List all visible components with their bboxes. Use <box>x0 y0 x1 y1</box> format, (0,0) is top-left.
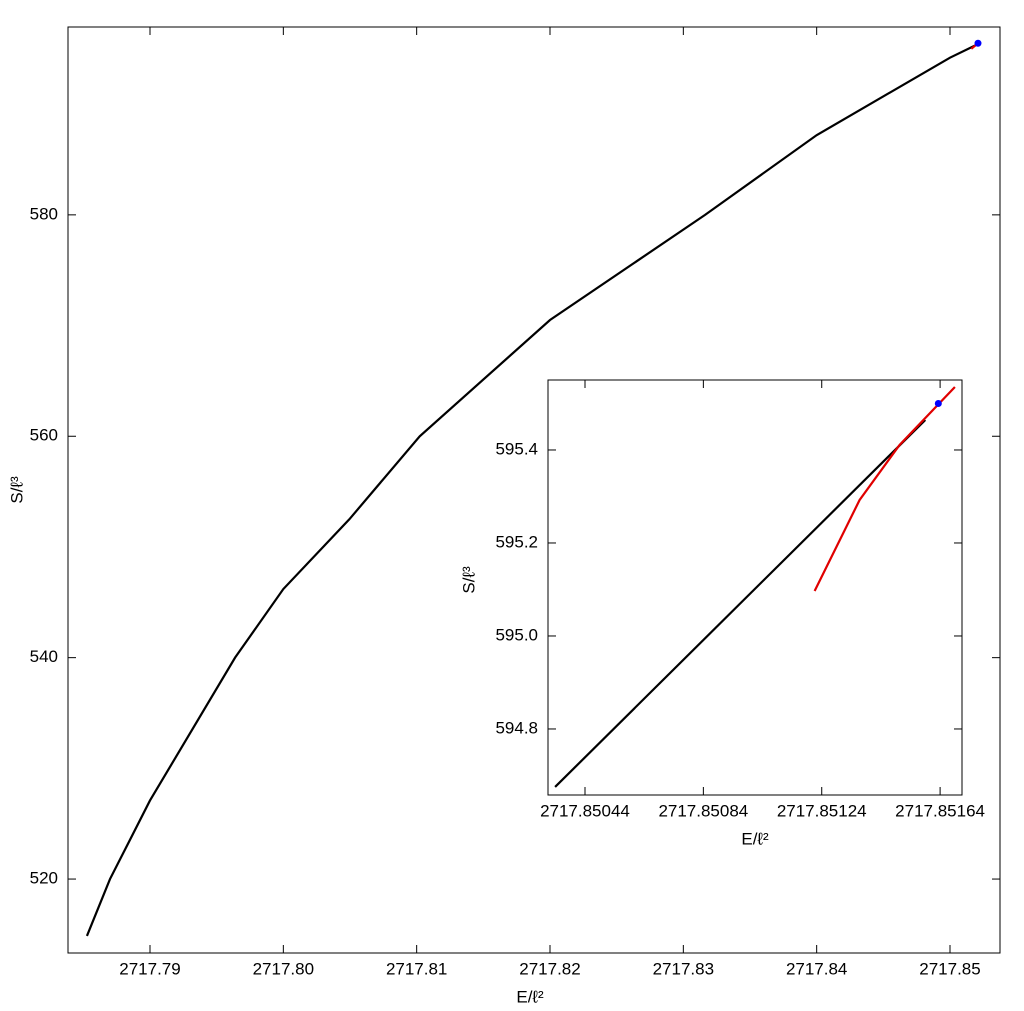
data-point <box>974 39 982 47</box>
data-point <box>934 399 942 407</box>
x-tick-label: 2717.85124 <box>777 801 867 820</box>
x-tick-label: 2717.84 <box>786 959 847 978</box>
y-tick-label: 560 <box>30 426 58 445</box>
x-tick-label: 2717.85164 <box>895 801 985 820</box>
x-tick-label: 2717.85044 <box>540 801 630 820</box>
y-tick-label: 595.2 <box>495 532 538 551</box>
x-tick-label: 2717.79 <box>119 959 180 978</box>
data-line <box>85 44 976 937</box>
x-tick-label: 2717.81 <box>386 959 447 978</box>
x-axis-label: E/ℓ² <box>516 987 544 1006</box>
x-tick-label: 2717.82 <box>519 959 580 978</box>
plot: 2717.85044 2717.85084 2717.85124 2717.85164… <box>459 379 985 848</box>
y-tick-label: 595.0 <box>495 625 538 644</box>
y-tick-label: 520 <box>30 869 58 888</box>
x-tick-label: 2717.85084 <box>658 801 748 820</box>
y-tick-label: 540 <box>30 647 58 666</box>
x-tick-label: 2717.85 <box>919 959 980 978</box>
data-line <box>554 419 927 788</box>
y-axis-label: S/ℓ³ <box>459 566 478 594</box>
y-tick-label: 580 <box>30 204 58 223</box>
x-tick-label: 2717.83 <box>653 959 714 978</box>
data-line <box>813 386 956 592</box>
x-axis-label: E/ℓ² <box>741 829 769 848</box>
y-tick-label: 595.4 <box>495 439 538 458</box>
y-tick-label: 594.8 <box>495 718 538 737</box>
y-axis-label: S/ℓ³ <box>7 476 26 504</box>
x-tick-label: 2717.80 <box>253 959 314 978</box>
